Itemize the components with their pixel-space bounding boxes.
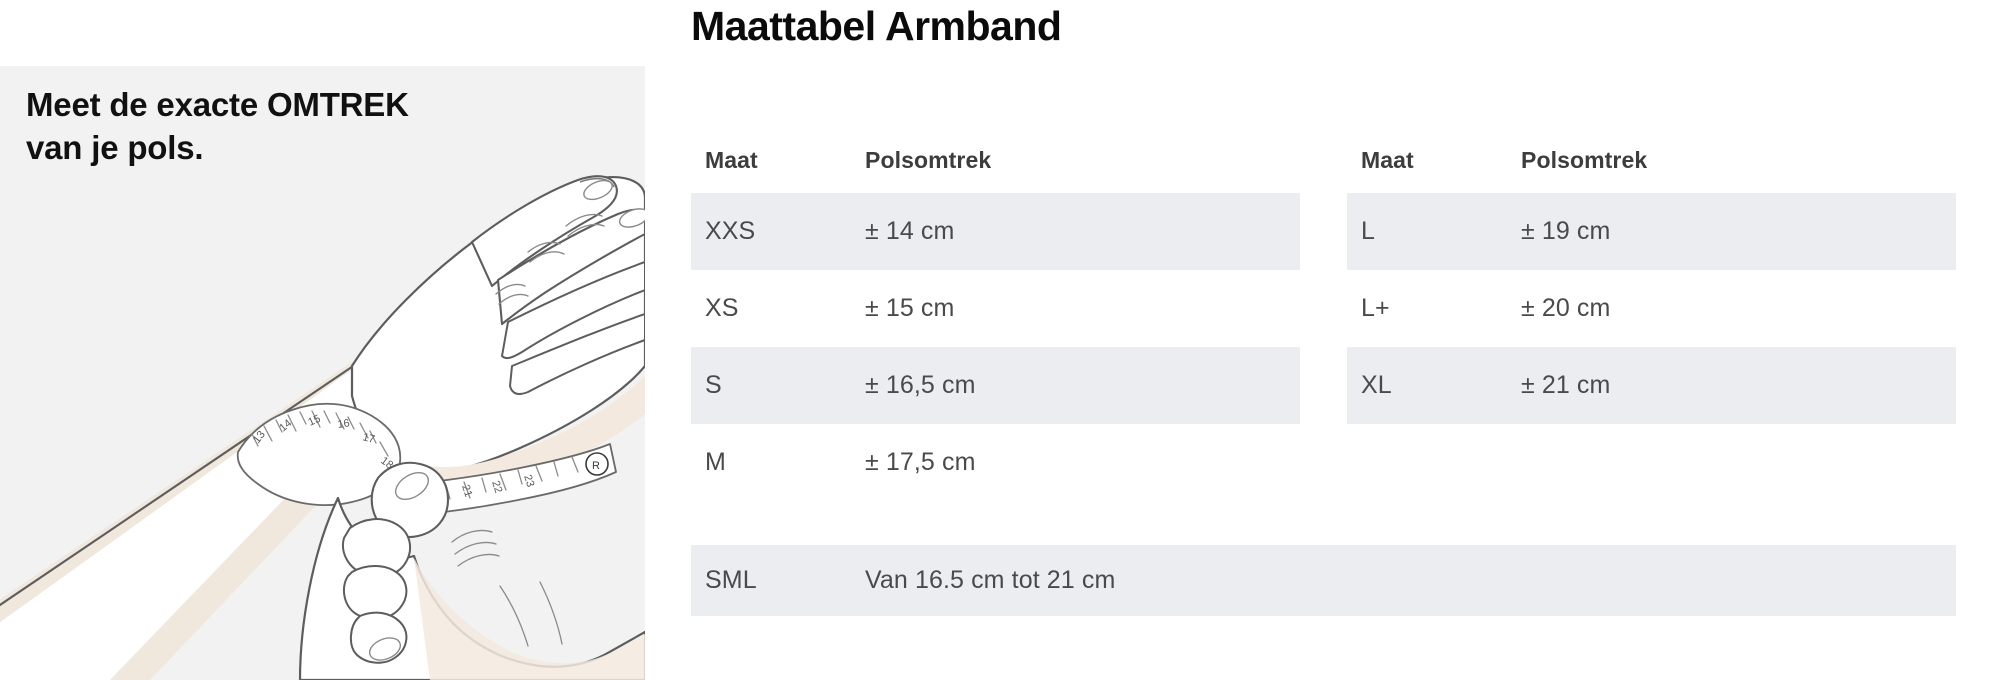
table-row: S ± 16,5 cm [691,347,1300,424]
measurement-instruction-panel: 13 14 15 16 17 18 19 20 21 22 23 [0,66,645,680]
table-row: XXS ± 14 cm [691,193,1300,270]
cell-measurement: ± 21 cm [1507,347,1956,424]
table-row: XS ± 15 cm [691,270,1300,347]
svg-text:17: 17 [361,431,376,446]
svg-text:21: 21 [459,483,474,498]
cell-size: S [691,347,851,424]
cell-size: M [691,424,851,501]
svg-text:15: 15 [306,413,322,429]
svg-text:22: 22 [489,479,504,494]
column-header-size: Maat [705,147,758,173]
table-row: XL ± 21 cm [1347,347,1956,424]
size-table-right: Maat Polsomtrek L ± 19 cm L+ ± 20 cm [1347,128,1956,501]
page-title: Maattabel Armband [691,3,1062,49]
column-header-measurement: Polsomtrek [865,147,992,173]
table-spacer [691,501,1956,545]
cell-measurement: Van 16.5 cm tot 21 cm [851,545,1956,616]
size-table-summary: SML Van 16.5 cm tot 21 cm [691,545,1956,616]
table-header-row: Maat Polsomtrek [691,128,1300,193]
cell-size: XL [1347,347,1507,424]
cell-measurement: ± 16,5 cm [851,347,1300,424]
table-header-row: Maat Polsomtrek [1347,128,1956,193]
measurement-instruction-heading: Meet de exacte OMTREK van je pols. [26,86,409,166]
size-table-left: Maat Polsomtrek XXS ± 14 cm XS ± 15 cm [691,128,1300,501]
cell-size: L [1347,193,1507,270]
cell-measurement: ± 15 cm [851,270,1300,347]
cell-size: L+ [1347,270,1507,347]
hand-with-measuring-tape-illustration: 13 14 15 16 17 18 19 20 21 22 23 [0,66,645,680]
table-row: L+ ± 20 cm [1347,270,1956,347]
cell-measurement: ± 17,5 cm [851,424,1300,501]
svg-text:23: 23 [521,473,536,488]
cell-measurement-empty [1507,424,1956,501]
size-tables-wrapper: Maat Polsomtrek XXS ± 14 cm XS ± 15 cm [691,128,1956,616]
cell-size: XXS [691,193,851,270]
table-row-empty [1347,424,1956,501]
cell-measurement: ± 20 cm [1507,270,1956,347]
column-header-measurement: Polsomtrek [1521,147,1648,173]
cell-measurement: ± 14 cm [851,193,1300,270]
column-header-size: Maat [1361,147,1414,173]
cell-size: XS [691,270,851,347]
cell-size-empty [1347,424,1507,501]
table-row: L ± 19 cm [1347,193,1956,270]
svg-text:16: 16 [337,417,351,431]
svg-text:13: 13 [251,429,268,446]
cell-size: SML [691,545,851,616]
table-row: SML Van 16.5 cm tot 21 cm [691,545,1956,616]
svg-text:R: R [592,460,600,472]
cell-measurement: ± 19 cm [1507,193,1956,270]
table-row: M ± 17,5 cm [691,424,1300,501]
size-chart-content: Maattabel Armband Maat Polsomtrek XXS [691,0,1981,680]
size-tables-row: Maat Polsomtrek XXS ± 14 cm XS ± 15 cm [691,128,1956,501]
